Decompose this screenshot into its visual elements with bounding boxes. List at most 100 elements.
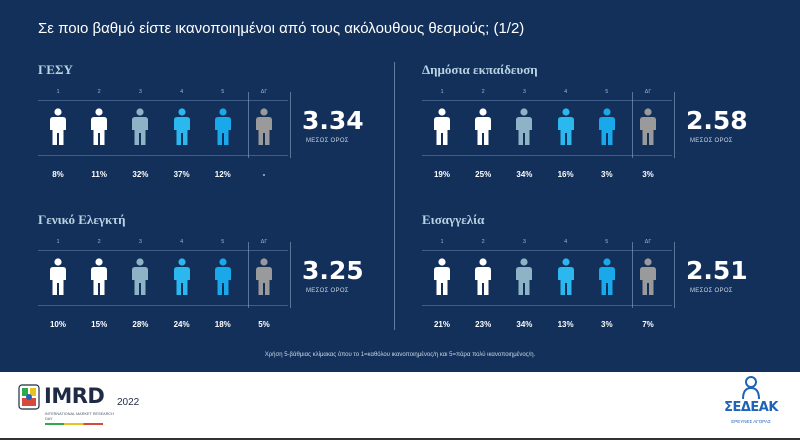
person-icon xyxy=(90,258,108,296)
institution-panel: Εισαγγελία 1 21% 2 23% 3 34% 4 13% 5 3% ΔΓ 7% xyxy=(422,212,762,332)
person-icon xyxy=(557,258,575,296)
scale-column: 4 24% xyxy=(162,212,202,332)
scale-label: 3 xyxy=(138,89,142,95)
grid-line-top xyxy=(38,100,288,101)
percentage-value: 37% xyxy=(173,170,190,179)
scale-column: ΔΓ 3% xyxy=(628,62,668,182)
person-icon xyxy=(173,108,191,146)
grid-line-bottom xyxy=(422,305,672,306)
mean-separator xyxy=(290,242,291,308)
panel-title: Δημόσια εκπαίδευση xyxy=(422,62,538,77)
slide-background: Σε ποιο βαθμό είστε ικανοποιημένοι από τ… xyxy=(0,0,800,372)
scale-label: 2 xyxy=(481,89,485,95)
percentage-value: 15% xyxy=(91,320,108,329)
scale-label: ΔΓ xyxy=(260,89,268,95)
sedeak-logo: ΣΕΔΕΑΚ ΕΡΕΥΝΕΣ ΑΓΟΡΑΣ xyxy=(722,376,782,432)
scale-column: 2 15% xyxy=(79,212,119,332)
grid-line-top xyxy=(422,250,672,251)
person-icon xyxy=(515,258,533,296)
scale-column: 1 10% xyxy=(38,212,78,332)
scale-column: 3 32% xyxy=(120,62,160,182)
scale-column: 3 34% xyxy=(504,62,544,182)
person-icon xyxy=(598,258,616,296)
scale-column: 5 12% xyxy=(203,62,243,182)
mean-label: ΜΕΣΟΣ ΟΡΟΣ xyxy=(306,138,349,144)
scale-label: 1 xyxy=(56,239,60,245)
scale-label: ΔΓ xyxy=(644,89,652,95)
imrd-logo-text: IMRD xyxy=(44,384,105,408)
scale-column: 4 37% xyxy=(162,62,202,182)
mean-separator xyxy=(674,242,675,308)
grid-line-bottom xyxy=(38,155,288,156)
scale-column: 3 28% xyxy=(120,212,160,332)
percentage-value: 25% xyxy=(475,170,492,179)
bottom-rule xyxy=(0,438,800,440)
panel-divider xyxy=(394,62,395,330)
scale-column: 5 3% xyxy=(587,212,627,332)
person-icon xyxy=(255,108,273,146)
percentage-value: 10% xyxy=(49,320,66,329)
scale-column: 2 25% xyxy=(463,62,503,182)
percentage-value: 8% xyxy=(52,170,64,179)
scale-column: 5 3% xyxy=(587,62,627,182)
panel-title: Εισαγγελία xyxy=(422,212,485,227)
dont-know-separator xyxy=(248,92,249,158)
mean-value: 2.58 xyxy=(686,106,748,135)
scale-column: 2 23% xyxy=(463,212,503,332)
percentage-value: 16% xyxy=(557,170,574,179)
sedeak-person-icon xyxy=(742,376,760,400)
scale-label: 4 xyxy=(564,239,568,245)
grid-line-top xyxy=(422,100,672,101)
percentage-value: 18% xyxy=(214,320,231,329)
dont-know-separator xyxy=(632,242,633,308)
scale-column: 5 18% xyxy=(203,212,243,332)
scale-label: 1 xyxy=(440,89,444,95)
scale-label: 1 xyxy=(56,89,60,95)
percentage-value: 34% xyxy=(516,170,533,179)
sedeak-logo-subtitle: ΕΡΕΥΝΕΣ ΑΓΟΡΑΣ xyxy=(731,419,771,424)
imrd-logo: IMRD 2022 INTERNATIONAL MARKET RESEARCH … xyxy=(18,384,178,428)
mean-label: ΜΕΣΟΣ ΟΡΟΣ xyxy=(690,288,733,294)
grid-line-top xyxy=(38,250,288,251)
mean-separator xyxy=(674,92,675,158)
scale-column: 1 8% xyxy=(38,62,78,182)
scale-label: 4 xyxy=(564,89,568,95)
percentage-value: 19% xyxy=(433,170,450,179)
scale-label: ΔΓ xyxy=(260,239,268,245)
page-title: Σε ποιο βαθμό είστε ικανοποιημένοι από τ… xyxy=(38,20,525,37)
percentage-value: 3% xyxy=(642,170,654,179)
scale-label: 3 xyxy=(522,239,526,245)
person-icon xyxy=(131,108,149,146)
percentage-value: 21% xyxy=(433,320,450,329)
percentage-value: 3% xyxy=(601,170,613,179)
person-icon xyxy=(433,258,451,296)
scale-label: 3 xyxy=(138,239,142,245)
person-icon xyxy=(639,258,657,296)
scale-label: 1 xyxy=(440,239,444,245)
scale-column: 4 16% xyxy=(546,62,586,182)
person-icon xyxy=(214,258,232,296)
mean-value: 2.51 xyxy=(686,256,748,285)
scale-column: 1 19% xyxy=(422,62,462,182)
mean-value: 3.34 xyxy=(302,106,364,135)
percentage-value: 34% xyxy=(516,320,533,329)
scale-column: ΔΓ 5% xyxy=(244,212,284,332)
scale-label: 5 xyxy=(605,89,609,95)
imrd-emblem-icon xyxy=(18,384,40,410)
scale-label: 3 xyxy=(522,89,526,95)
scale-label: ΔΓ xyxy=(644,239,652,245)
imrd-logo-year: 2022 xyxy=(117,397,140,408)
scale-label: 2 xyxy=(97,89,101,95)
dont-know-separator xyxy=(632,92,633,158)
person-icon xyxy=(474,108,492,146)
panel-title: Γενικό Ελεγκτή xyxy=(38,212,126,227)
scale-label: 4 xyxy=(180,239,184,245)
scale-label: 5 xyxy=(605,239,609,245)
person-icon xyxy=(255,258,273,296)
person-icon xyxy=(515,108,533,146)
percentage-value: 12% xyxy=(214,170,231,179)
mean-label: ΜΕΣΟΣ ΟΡΟΣ xyxy=(690,138,733,144)
scale-footnote: Χρήση 5-βάθμιας κλίμακας όπου το 1=καθόλ… xyxy=(264,352,536,358)
percentage-value: - xyxy=(262,170,266,179)
scale-column: ΔΓ 7% xyxy=(628,212,668,332)
